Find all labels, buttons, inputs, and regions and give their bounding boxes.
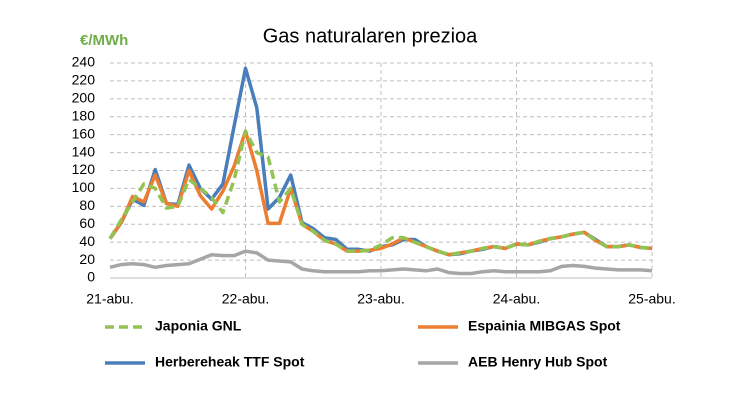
chart-title: Gas naturalaren prezioa (263, 25, 478, 47)
y-axis-label: €/MWh (80, 32, 128, 49)
series-line (109, 249, 653, 276)
y-tick-label: 240 (72, 54, 96, 70)
legend-label: Herbereheak TTF Spot (155, 354, 305, 370)
y-tick-label: 40 (79, 233, 95, 249)
x-tick-label: 24-abu. (493, 291, 540, 307)
x-tick-label: 21-abu. (86, 291, 133, 307)
y-tick-label: 20 (79, 251, 95, 267)
x-tick-label: 25-abu. (628, 291, 675, 307)
y-tick-label: 60 (79, 215, 95, 231)
legend-label: Espainia MIBGAS Spot (468, 318, 621, 334)
y-tick-label: 100 (72, 179, 96, 195)
legend-label: AEB Henry Hub Spot (468, 354, 608, 370)
legend-label: Japonia GNL (155, 318, 242, 334)
y-tick-label: 80 (79, 197, 95, 213)
x-tick-label: 22-abu. (222, 291, 269, 307)
series-line (108, 129, 653, 257)
y-tick-label: 140 (72, 143, 96, 159)
y-tick-label: 160 (72, 125, 96, 141)
y-tick-label: 120 (72, 161, 96, 177)
y-tick-label: 180 (72, 107, 96, 123)
y-tick-label: 220 (72, 72, 96, 88)
y-tick-label: 0 (87, 269, 95, 285)
y-tick-label: 200 (72, 90, 96, 106)
x-tick-label: 23-abu. (357, 291, 404, 307)
